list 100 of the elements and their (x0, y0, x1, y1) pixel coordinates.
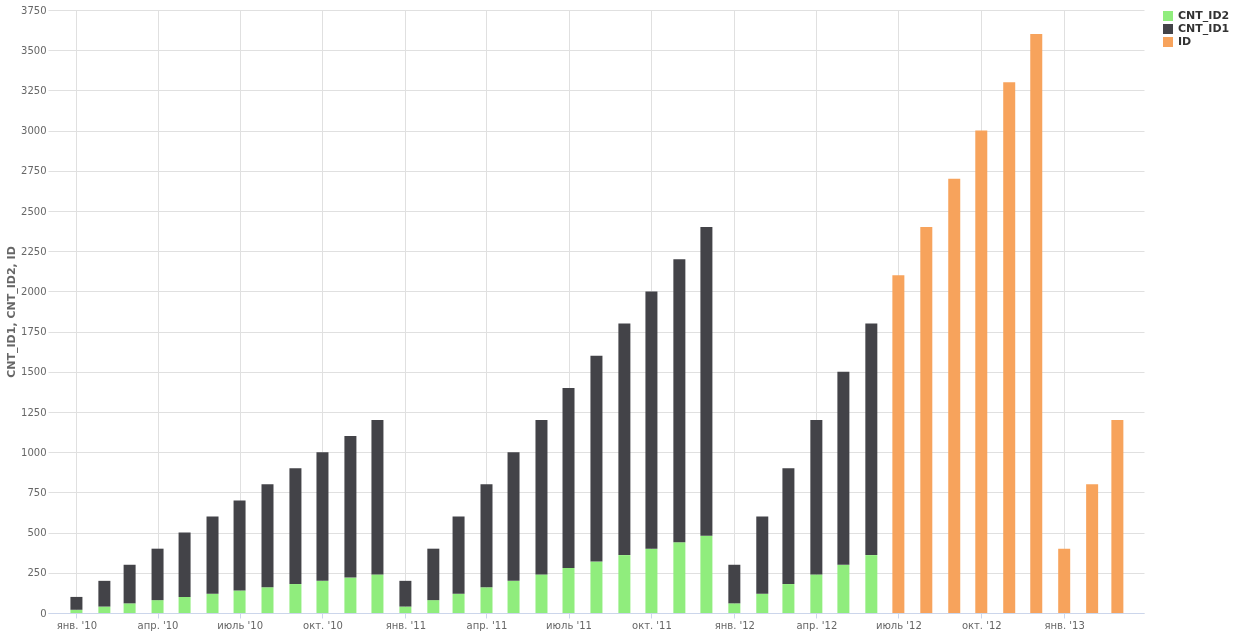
y-tick-label: 0 (40, 607, 47, 619)
bar (480, 484, 493, 588)
x-tick-label: июль '10 (217, 619, 263, 631)
x-tick-label: янв. '12 (714, 619, 755, 631)
bar (892, 275, 905, 613)
bar (645, 548, 658, 613)
x-tick-label: апр. '12 (796, 619, 838, 631)
y-tick-label: 3250 (21, 84, 47, 96)
y-tick-label: 1500 (21, 366, 47, 378)
bar (645, 291, 658, 549)
x-tick-label: апр. '11 (466, 619, 508, 631)
legend-label: ID (1178, 35, 1192, 48)
bar (865, 323, 878, 556)
bar (1086, 484, 1099, 613)
bar (975, 130, 988, 613)
bar (178, 532, 191, 597)
bar (427, 600, 440, 613)
bar (673, 259, 686, 543)
bar (206, 516, 219, 594)
legend-label: CNT_ID1 (1178, 22, 1230, 35)
bar (399, 580, 412, 607)
bar (316, 452, 329, 581)
bar (123, 603, 136, 613)
bar (562, 387, 575, 568)
bar (673, 542, 686, 613)
y-tick-label: 750 (27, 486, 47, 498)
x-tick-label: окт. '11 (632, 619, 672, 631)
bar (728, 603, 741, 613)
bar (1003, 82, 1016, 613)
bar (233, 590, 246, 613)
bar (1058, 548, 1071, 613)
y-tick-label: 2750 (21, 165, 47, 177)
y-tick-label: 1000 (21, 446, 47, 458)
bar (837, 564, 850, 613)
bar (948, 178, 961, 613)
bar (98, 606, 111, 613)
y-tick-label: 2500 (21, 205, 47, 217)
bar (151, 548, 164, 601)
bar (756, 593, 769, 613)
bar (316, 580, 329, 613)
y-tick-label: 1250 (21, 406, 47, 418)
bar (535, 574, 548, 613)
bar (206, 593, 219, 613)
bar (756, 516, 769, 594)
bar (452, 593, 465, 613)
y-tick-label: 1750 (21, 326, 47, 338)
bar (289, 468, 302, 585)
bar (920, 227, 933, 613)
bar (98, 580, 111, 607)
bar (782, 584, 795, 613)
x-tick-label: июль '11 (546, 619, 592, 631)
bar (178, 596, 191, 613)
bar (480, 587, 493, 613)
x-tick-label: окт. '10 (303, 619, 343, 631)
bar (700, 535, 713, 613)
y-tick-label: 500 (27, 527, 47, 539)
bar (590, 355, 603, 562)
y-tick-label: 3000 (21, 125, 47, 137)
y-tick-label: 250 (27, 567, 47, 579)
bar (371, 574, 384, 613)
bar (810, 574, 823, 613)
bar (261, 484, 274, 588)
bar (151, 600, 164, 613)
bar (427, 548, 440, 601)
y-tick-label: 2000 (21, 285, 47, 297)
bar (837, 371, 850, 565)
bar (810, 420, 823, 575)
legend-label: CNT_ID2 (1178, 9, 1230, 22)
bar (1111, 420, 1124, 613)
bar (865, 555, 878, 613)
bar (618, 555, 631, 613)
bar (261, 587, 274, 613)
bar (344, 577, 357, 613)
x-tick-label: янв. '10 (56, 619, 98, 631)
bar (70, 609, 83, 613)
x-tick-label: янв. '13 (1044, 619, 1085, 631)
bar (452, 516, 465, 594)
bar (371, 420, 384, 575)
bar (507, 452, 520, 581)
x-tick-label: апр. '10 (137, 619, 179, 631)
bar (700, 227, 713, 536)
bar (1030, 34, 1043, 613)
bar (728, 564, 741, 604)
bar (123, 564, 136, 604)
y-tick-label: 2250 (21, 245, 47, 257)
bar (507, 580, 520, 613)
y-axis-title: CNT_ID1, CNT_ID2, ID (5, 246, 19, 378)
x-tick-label: июль '12 (875, 619, 922, 631)
x-tick-label: окт. '12 (961, 619, 1002, 631)
bar (233, 500, 246, 591)
bar (590, 561, 603, 613)
y-tick-label: 3750 (21, 4, 47, 16)
bar (399, 606, 412, 613)
bar (782, 468, 795, 585)
bar (289, 584, 302, 613)
bar (70, 596, 83, 610)
bar (562, 567, 575, 613)
bar (344, 436, 357, 578)
x-tick-label: янв. '11 (385, 619, 427, 631)
bar (535, 420, 548, 575)
